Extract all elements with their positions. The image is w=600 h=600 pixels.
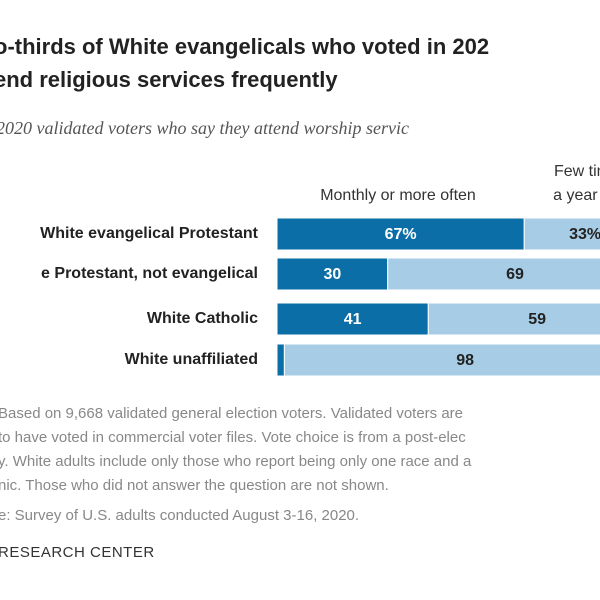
note: nic. Those who did not answer the questi… xyxy=(0,477,389,494)
value-label: 69 xyxy=(506,266,524,283)
series-header: Few tim xyxy=(554,163,600,180)
value-label: 30 xyxy=(323,266,341,283)
category-label: White evangelical Protestant xyxy=(40,225,259,242)
bar-segment xyxy=(427,302,600,336)
value-label: 33% xyxy=(569,226,600,243)
chart-title: end religious services frequently xyxy=(0,67,338,92)
chart-subtitle: 2020 validated voters who say they atten… xyxy=(0,118,409,138)
source-brand: RESEARCH CENTER xyxy=(0,544,155,561)
note: to have voted in commercial voter files.… xyxy=(0,429,466,446)
bar-segment xyxy=(276,257,389,291)
value-label: 41 xyxy=(344,311,362,328)
chart-title: o-thirds of White evangelicals who voted… xyxy=(0,34,489,59)
bar-segment xyxy=(276,302,429,336)
note: e: Survey of U.S. adults conducted Augus… xyxy=(0,507,359,524)
bar-segment xyxy=(276,343,285,377)
note: y. White adults include only those who r… xyxy=(0,453,472,470)
category-label: White unaffiliated xyxy=(125,351,258,368)
bar-segment xyxy=(523,217,600,251)
series-header: a year o xyxy=(553,187,600,204)
value-label: 67% xyxy=(385,226,417,243)
note: Based on 9,668 validated general electio… xyxy=(0,405,463,422)
category-label: e Protestant, not evangelical xyxy=(41,265,258,282)
value-label: 59 xyxy=(528,311,546,328)
bar-segment xyxy=(283,343,600,377)
bar-segment xyxy=(387,257,600,291)
value-label: 98 xyxy=(456,352,474,369)
category-label: White Catholic xyxy=(147,310,258,327)
series-header: Monthly or more often xyxy=(320,187,476,204)
bar-segment xyxy=(276,217,525,251)
